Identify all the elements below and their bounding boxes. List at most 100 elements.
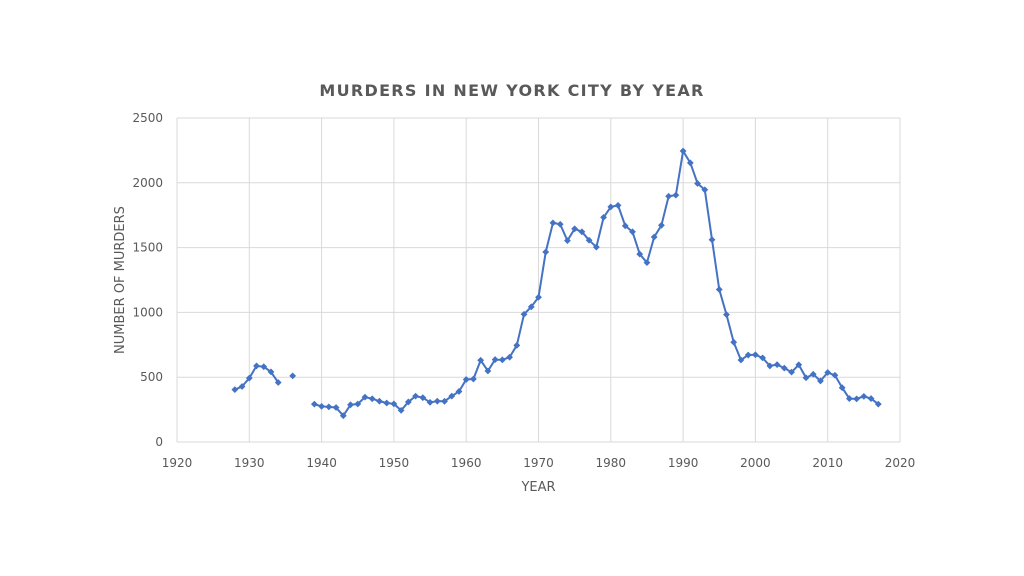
x-axis-tick-labels: 1920 1930 1940 1950 1960 1970 1980 1990 2000 2010… bbox=[162, 456, 916, 470]
data-point-marker bbox=[730, 338, 738, 346]
data-point-marker bbox=[470, 375, 477, 383]
data-point-marker bbox=[737, 356, 745, 364]
data-point-marker bbox=[643, 259, 651, 267]
data-point-marker bbox=[658, 221, 665, 229]
x-tick-label: 1980 bbox=[596, 456, 627, 470]
data-point-marker bbox=[542, 248, 550, 256]
data-point-marker bbox=[766, 362, 774, 370]
data-point-marker bbox=[845, 395, 853, 402]
series-line bbox=[314, 150, 879, 417]
data-point-marker bbox=[802, 374, 810, 382]
y-tick-label: 2500 bbox=[132, 111, 163, 125]
data-point-marker bbox=[448, 392, 456, 400]
chart-title: MURDERS IN NEW YORK CITY BY YEAR bbox=[319, 81, 704, 100]
data-point-marker bbox=[809, 370, 817, 378]
x-tick-label: 1950 bbox=[379, 456, 410, 470]
data-point-marker bbox=[621, 222, 629, 230]
data-point-marker bbox=[744, 351, 752, 359]
data-point-marker bbox=[267, 368, 275, 376]
data-point-marker bbox=[376, 397, 383, 405]
data-point-marker bbox=[462, 376, 470, 383]
x-tick-label: 1940 bbox=[306, 456, 337, 470]
data-point-marker bbox=[686, 159, 694, 167]
x-tick-label: 2010 bbox=[812, 456, 843, 470]
data-point-marker bbox=[260, 363, 268, 371]
data-point-marker bbox=[636, 250, 644, 258]
data-point-marker bbox=[412, 392, 419, 400]
data-point-marker bbox=[723, 311, 730, 319]
data-point-marker bbox=[788, 368, 795, 376]
data-point-marker bbox=[498, 356, 506, 364]
y-tick-label: 0 bbox=[155, 435, 163, 449]
data-point-marker bbox=[289, 372, 297, 380]
data-point-marker bbox=[419, 394, 427, 402]
data-point-marker bbox=[390, 400, 398, 408]
data-point-marker bbox=[585, 236, 593, 244]
data-point-marker bbox=[368, 395, 376, 403]
data-point-marker bbox=[780, 364, 788, 372]
data-point-marker bbox=[361, 393, 369, 401]
data-point-marker bbox=[715, 286, 723, 293]
data-point-marker bbox=[665, 192, 673, 200]
data-point-marker bbox=[477, 356, 485, 364]
data-point-marker bbox=[433, 397, 441, 405]
x-tick-label: 2020 bbox=[885, 456, 916, 470]
data-point-marker bbox=[527, 303, 535, 311]
data-point-marker bbox=[838, 384, 846, 392]
data-point-marker bbox=[506, 353, 513, 361]
x-tick-label: 2000 bbox=[740, 456, 771, 470]
data-point-marker bbox=[318, 402, 325, 410]
data-point-marker bbox=[629, 228, 636, 236]
data-point-marker bbox=[607, 203, 615, 211]
data-point-marker bbox=[332, 404, 340, 411]
data-point-marker bbox=[535, 293, 542, 301]
data-point-marker bbox=[672, 191, 680, 199]
data-point-marker bbox=[679, 147, 687, 155]
gridlines bbox=[176, 117, 901, 443]
x-tick-label: 1990 bbox=[668, 456, 699, 470]
data-point-marker bbox=[484, 367, 492, 375]
murders-series bbox=[231, 147, 882, 420]
data-point-marker bbox=[397, 406, 405, 414]
data-point-marker bbox=[426, 398, 434, 406]
x-tick-label: 1960 bbox=[451, 456, 482, 470]
data-point-marker bbox=[231, 386, 239, 394]
x-tick-label: 1920 bbox=[162, 456, 193, 470]
data-point-marker bbox=[253, 362, 260, 370]
data-point-marker bbox=[817, 377, 824, 385]
data-point-marker bbox=[759, 354, 767, 362]
data-point-marker bbox=[310, 400, 318, 408]
data-point-marker bbox=[773, 361, 781, 369]
data-point-marker bbox=[860, 392, 868, 400]
data-point-marker bbox=[404, 398, 412, 406]
data-point-marker bbox=[383, 399, 391, 407]
data-point-marker bbox=[339, 412, 347, 420]
data-point-marker bbox=[795, 361, 803, 369]
data-point-marker bbox=[853, 395, 861, 403]
data-point-marker bbox=[238, 383, 246, 390]
data-point-marker bbox=[592, 243, 600, 251]
y-axis-tick-labels: 0 500 1000 1500 2000 2500 bbox=[132, 111, 163, 449]
data-point-marker bbox=[513, 341, 521, 349]
y-tick-label: 1000 bbox=[132, 305, 163, 319]
data-point-marker bbox=[571, 225, 579, 233]
data-point-marker bbox=[578, 228, 586, 236]
y-tick-label: 500 bbox=[140, 370, 163, 384]
data-point-marker bbox=[245, 374, 253, 382]
data-point-marker bbox=[491, 356, 499, 363]
data-point-marker bbox=[520, 310, 528, 318]
data-point-marker bbox=[752, 351, 759, 359]
data-point-marker bbox=[441, 397, 448, 405]
data-point-marker bbox=[874, 400, 882, 408]
data-point-marker bbox=[354, 400, 362, 408]
data-point-marker bbox=[650, 233, 658, 241]
y-axis-title: NUMBER OF MURDERS bbox=[113, 206, 128, 354]
data-point-marker bbox=[347, 401, 354, 409]
data-point-marker bbox=[564, 237, 571, 245]
data-point-marker bbox=[556, 220, 564, 228]
data-point-marker bbox=[600, 214, 607, 221]
x-tick-label: 1970 bbox=[523, 456, 554, 470]
data-point-marker bbox=[549, 219, 557, 227]
